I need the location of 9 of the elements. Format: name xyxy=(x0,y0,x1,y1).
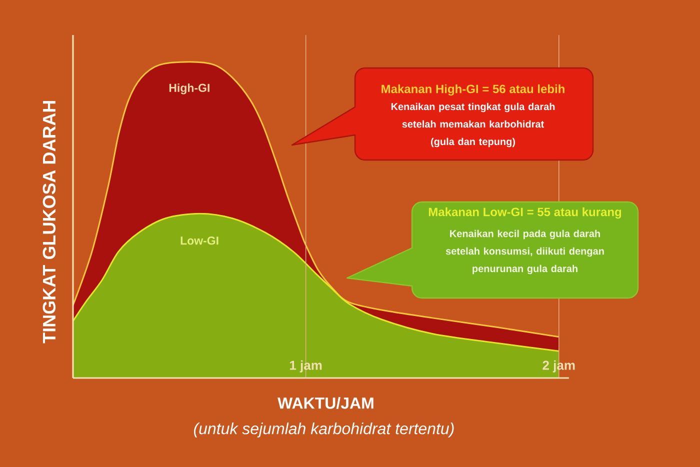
y-axis-title: TINGKAT GLUKOSA DARAH xyxy=(42,100,56,344)
x-axis-title: WAKTU/JAM xyxy=(278,397,374,409)
annotation: Makanan High-GI = 56 atau lebih xyxy=(382,84,564,96)
text: (untuk sejumlah karbohidrat tertentu) xyxy=(194,422,454,438)
annotation: Makanan Low-GI = 55 atau kurang xyxy=(428,207,622,219)
series-label: Low-GI xyxy=(180,236,218,245)
series-label: High-GI xyxy=(169,83,210,94)
annotation: Kenaikan kecil pada gula darah setelah konsumsi, diikuti dengan penurunan gula darah xyxy=(446,230,604,274)
annotation: Kenaikan pesat tingkat gula darah setelah memakan karbohidrat (gula dan tepung) xyxy=(391,102,555,148)
